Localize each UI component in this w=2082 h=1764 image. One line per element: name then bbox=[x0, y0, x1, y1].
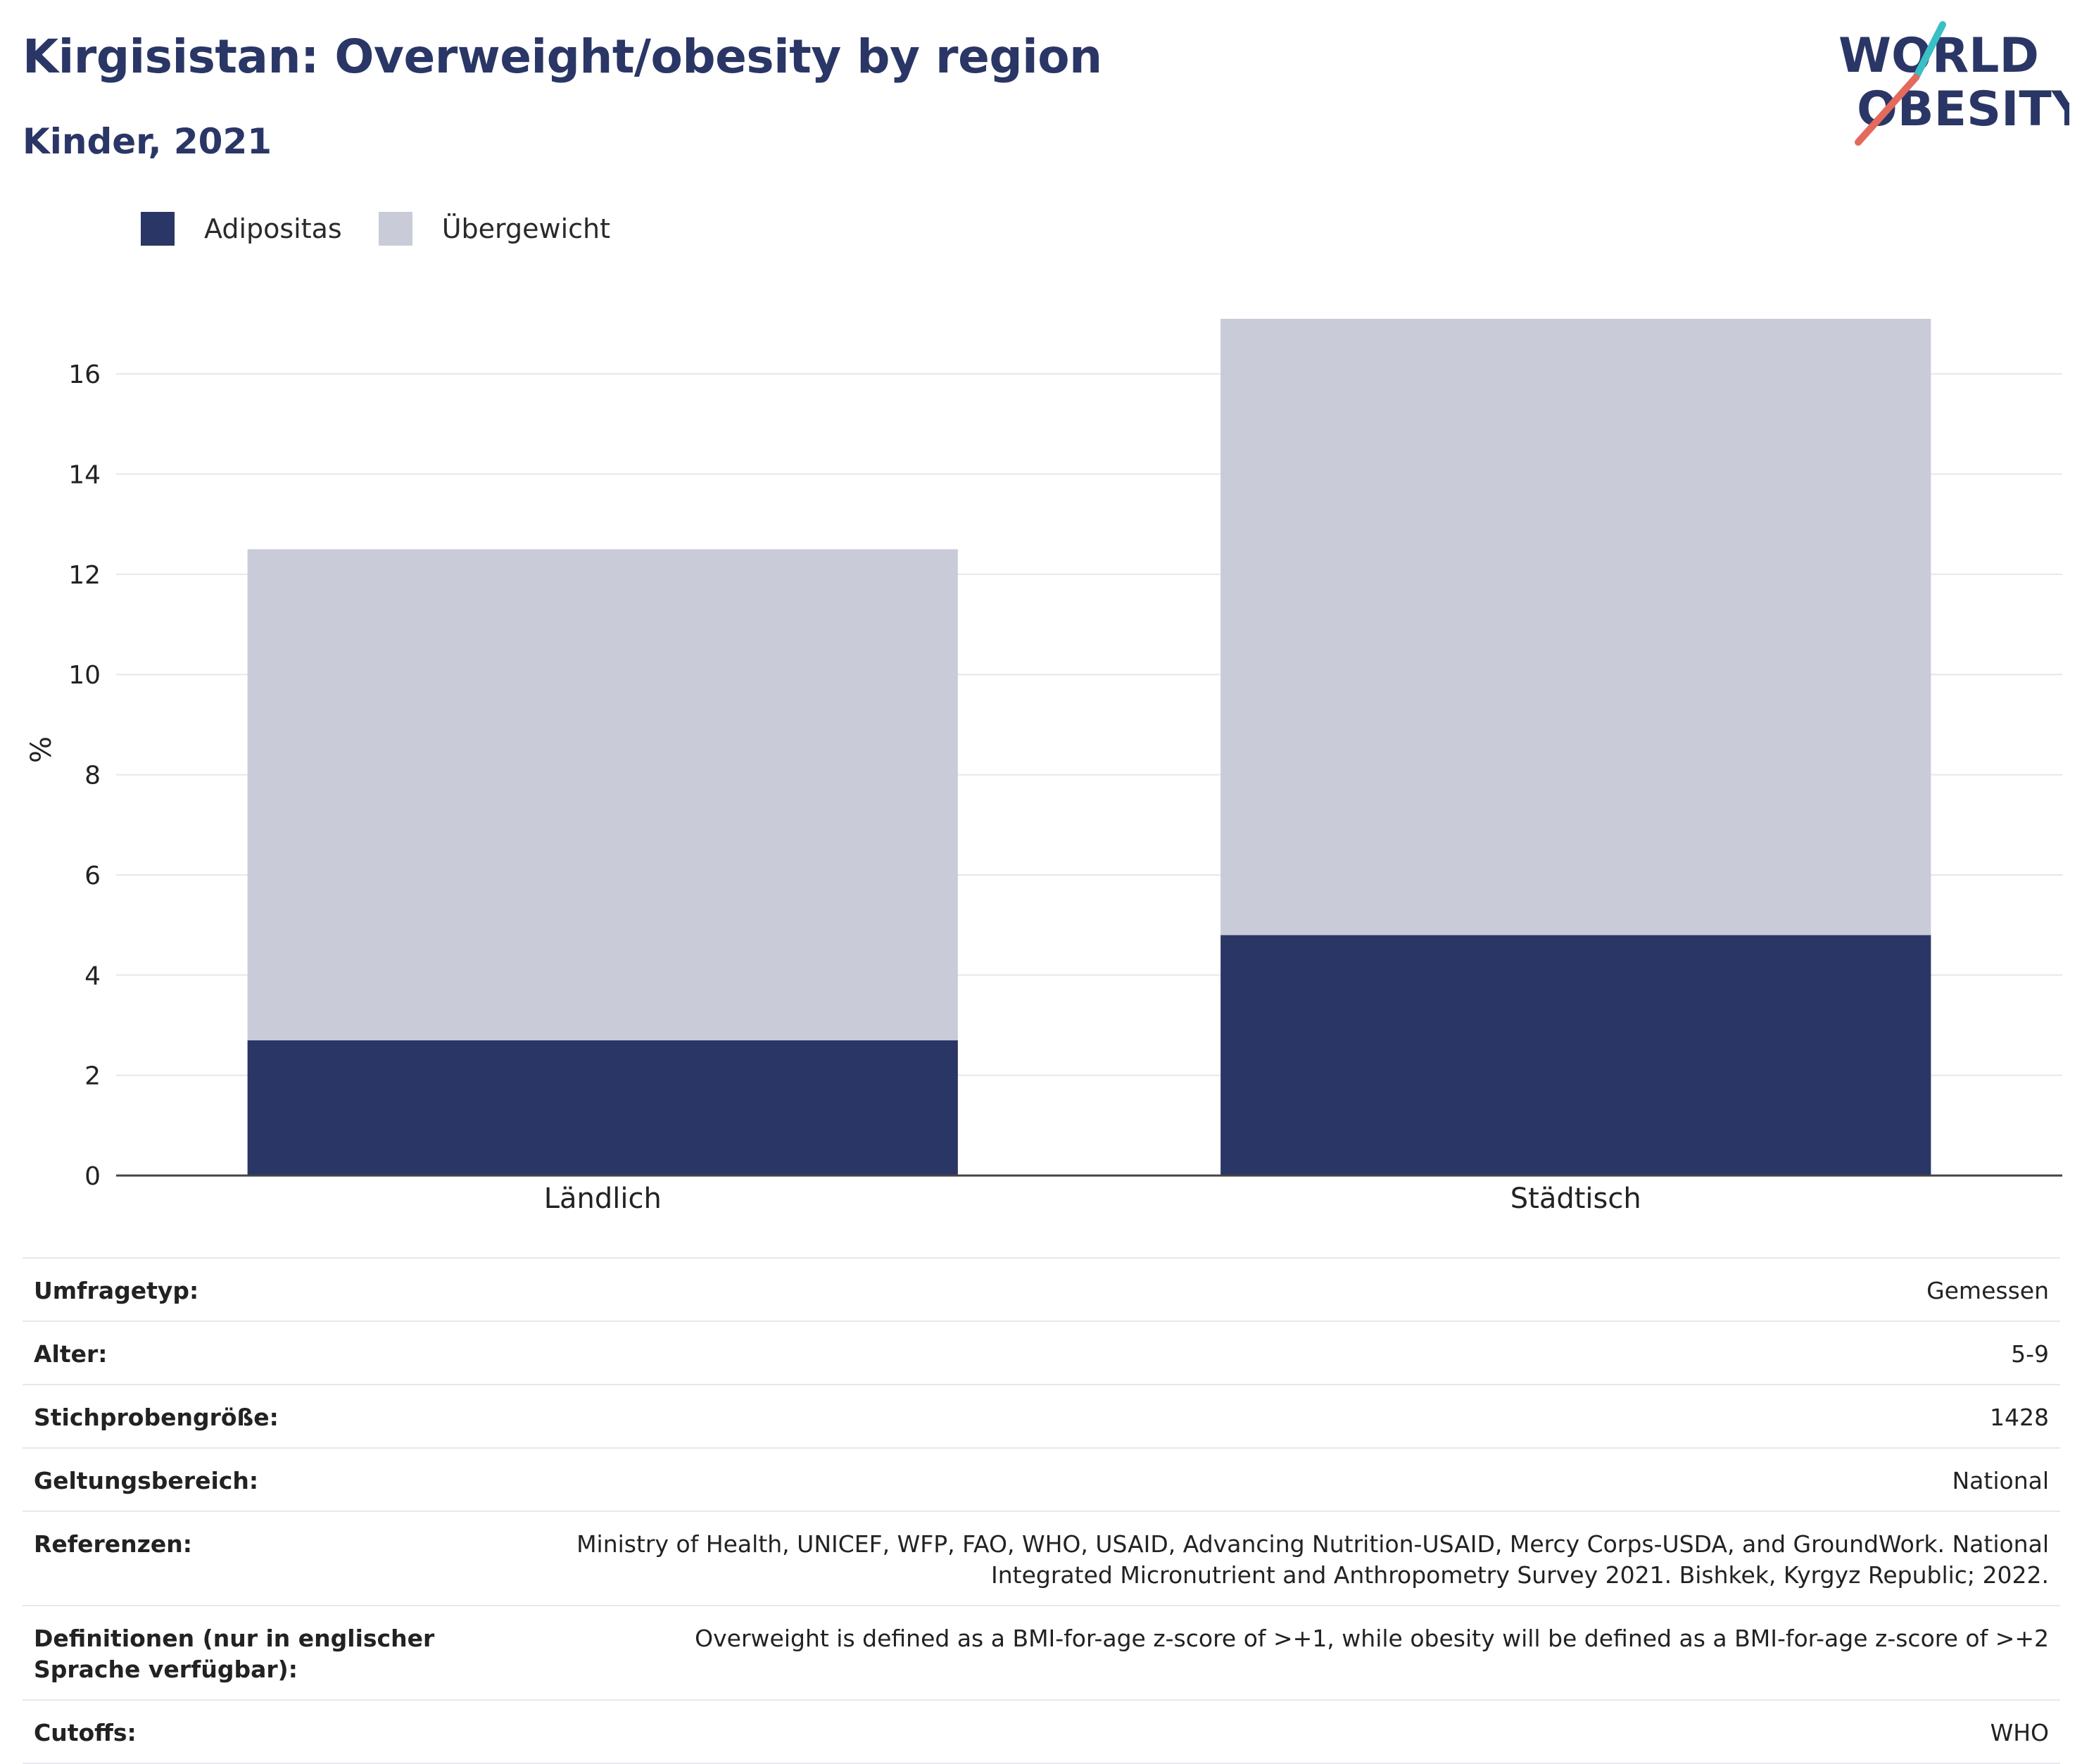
meta-label: Cutoffs: bbox=[34, 1719, 137, 1746]
meta-label: Geltungsbereich: bbox=[34, 1467, 259, 1494]
meta-value: National bbox=[1952, 1467, 2049, 1494]
meta-label: Umfragetyp: bbox=[34, 1277, 199, 1304]
y-tick-label: 2 bbox=[84, 1062, 101, 1091]
y-tick-label: 16 bbox=[68, 360, 101, 389]
legend-label-obesity: Adipositas bbox=[204, 213, 342, 244]
meta-label: Definitionen (nur in englischer Sprache … bbox=[34, 1625, 435, 1683]
meta-row: Cutoffs: WHO bbox=[23, 1699, 2060, 1764]
legend-swatch-overweight bbox=[378, 212, 412, 246]
meta-value: Gemessen bbox=[1926, 1277, 2049, 1304]
x-tick-label: Ländlich bbox=[544, 1183, 662, 1215]
meta-row: Geltungsbereich: National bbox=[23, 1447, 2060, 1511]
bar-obesity-1 bbox=[1220, 935, 1931, 1176]
y-tick-label: 4 bbox=[84, 962, 101, 990]
y-tick-label: 6 bbox=[84, 862, 101, 890]
y-tick-label: 14 bbox=[68, 461, 101, 490]
y-tick-label: 8 bbox=[84, 762, 101, 790]
meta-value: Overweight is defined as a BMI-for-age z… bbox=[695, 1625, 2049, 1652]
page-subtitle: Kinder, 2021 bbox=[23, 121, 272, 162]
y-tick-label: 12 bbox=[68, 561, 101, 590]
meta-label: Stichprobengröße: bbox=[34, 1404, 279, 1431]
meta-value: Ministry of Health, UNICEF, WFP, FAO, WH… bbox=[576, 1530, 2049, 1589]
meta-value: WHO bbox=[1990, 1719, 2049, 1746]
bar-overweight-0 bbox=[247, 549, 958, 1040]
legend-label-overweight: Übergewicht bbox=[441, 213, 610, 244]
bar-overweight-1 bbox=[1220, 318, 1931, 935]
y-axis-label: % bbox=[25, 736, 58, 763]
legend-swatch-obesity bbox=[141, 212, 175, 246]
chart-legend: Adipositas Übergewicht bbox=[141, 208, 647, 250]
svg-text:OBESITY: OBESITY bbox=[1857, 82, 2069, 137]
meta-label: Alter: bbox=[34, 1340, 108, 1368]
legend-item-overweight[interactable]: Übergewicht bbox=[378, 212, 610, 246]
bar-obesity-0 bbox=[247, 1040, 958, 1176]
legend-item-obesity[interactable]: Adipositas bbox=[141, 212, 342, 246]
meta-row: Umfragetyp: Gemessen bbox=[23, 1257, 2060, 1321]
chart-canvas: 0 2 4 6 8 10 12 14 16% Ländlich Städtisch bbox=[25, 318, 2062, 1215]
meta-value: 5-9 bbox=[2011, 1340, 2049, 1368]
world-obesity-logo: WORLD OBESITY bbox=[1837, 21, 2082, 148]
meta-row: Alter: 5-9 bbox=[23, 1321, 2060, 1384]
survey-metadata-table: Umfragetyp: Gemessen Alter: 5-9 Stichprobeng… bbox=[23, 1257, 2060, 1764]
meta-label: Referenzen: bbox=[34, 1530, 192, 1558]
meta-row: Definitionen (nur in englischer Sprache … bbox=[23, 1605, 2060, 1699]
meta-value: 1428 bbox=[1990, 1404, 2049, 1431]
meta-row: Referenzen: Ministry of Health, UNICEF, W… bbox=[23, 1511, 2060, 1605]
page-title: Kirgisistan: Overweight/obesity by regio… bbox=[23, 30, 1102, 84]
x-tick-label: Städtisch bbox=[1510, 1183, 1641, 1215]
y-tick-label: 10 bbox=[68, 661, 101, 690]
meta-row: Stichprobengröße: 1428 bbox=[23, 1384, 2060, 1447]
y-tick-label: 0 bbox=[84, 1162, 101, 1191]
stacked-bar-chart: 0 2 4 6 8 10 12 14 16% Ländlich Städtisch bbox=[0, 282, 2082, 1218]
